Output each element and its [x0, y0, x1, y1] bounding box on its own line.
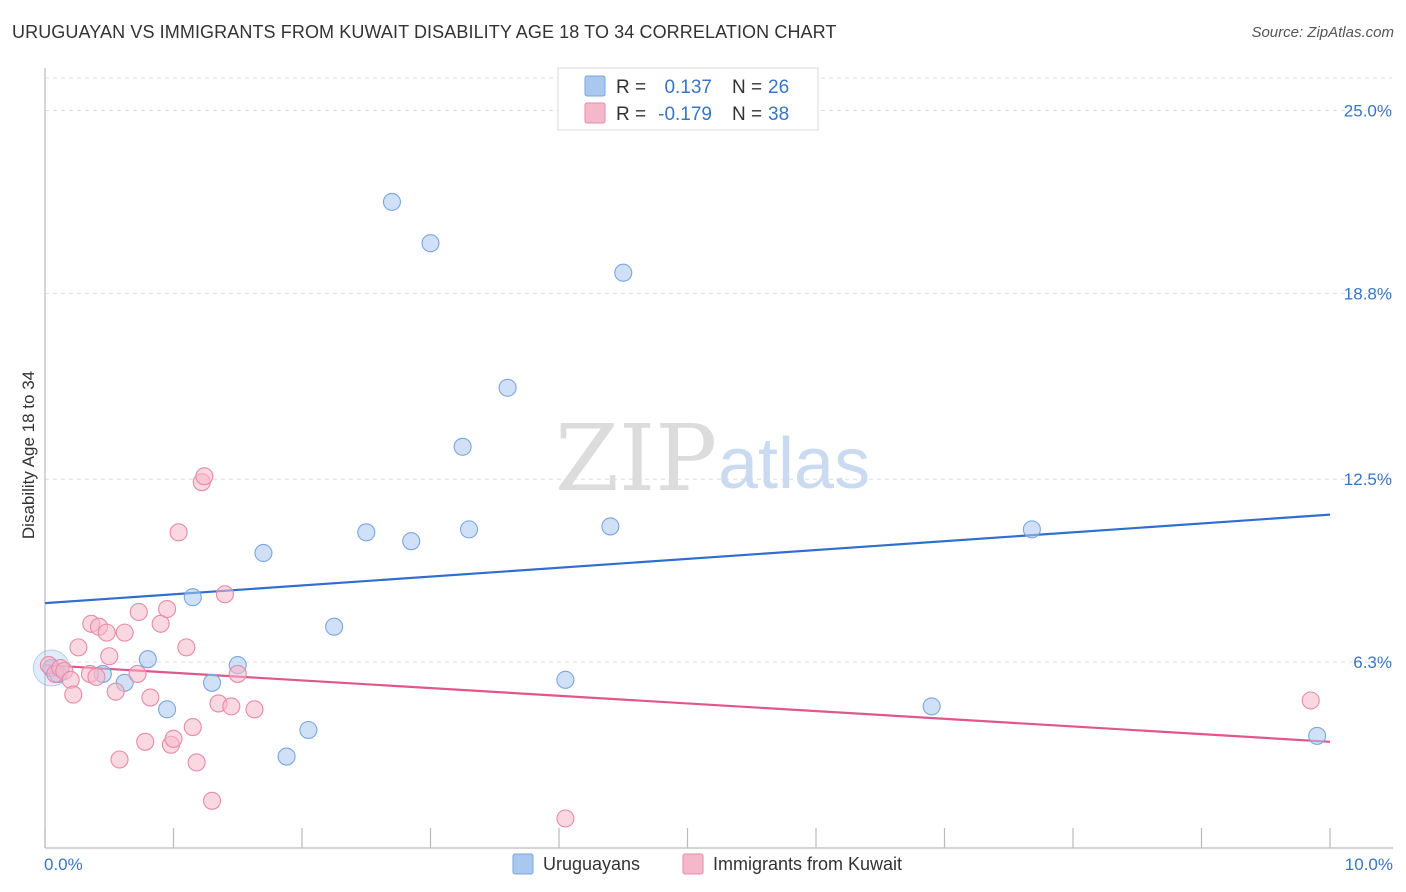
point-uruguayans: [1022, 520, 1041, 539]
point-uruguayans: [421, 234, 440, 253]
watermark-atlas: atlas: [718, 424, 870, 504]
y-tick-label: 25.0%: [1344, 101, 1392, 120]
legend-r-value: -0.179: [658, 104, 712, 125]
y-tick-label: 6.3%: [1353, 653, 1392, 672]
legend-n-label: N =: [732, 77, 762, 98]
point-uruguayans: [922, 697, 941, 716]
watermark-zip: ZIP: [555, 405, 717, 512]
point-kuwait: [195, 467, 214, 486]
point-uruguayans: [357, 523, 376, 542]
top-legend: R = 0.137 N = 26 R = -0.179 N = 38: [557, 67, 819, 131]
point-uruguayans: [556, 670, 575, 689]
point-kuwait: [115, 623, 134, 642]
y-tick-label: 18.8%: [1344, 284, 1392, 303]
point-uruguayans: [498, 378, 517, 397]
bottom-legend-swatch-kuwait: [682, 853, 704, 875]
point-uruguayans: [453, 437, 472, 456]
point-uruguayans: [1308, 726, 1327, 745]
point-kuwait: [169, 523, 188, 542]
legend-n-value: 38: [768, 104, 789, 125]
axes-layer: 25.0% 18.8% 12.5% 6.3% 0.0% 10.0%: [44, 68, 1393, 874]
legend-swatch-kuwait: [584, 102, 606, 124]
point-kuwait: [245, 700, 264, 719]
point-kuwait: [222, 697, 241, 716]
point-kuwait: [228, 664, 247, 683]
point-kuwait: [69, 638, 88, 657]
point-kuwait: [158, 599, 177, 619]
point-uruguayans: [158, 700, 177, 719]
point-uruguayans: [614, 263, 633, 282]
chart-title: URUGUAYAN VS IMMIGRANTS FROM KUWAIT DISA…: [12, 22, 837, 42]
point-uruguayans: [138, 650, 157, 669]
point-kuwait: [556, 809, 575, 828]
point-kuwait: [183, 717, 202, 737]
point-kuwait: [215, 585, 234, 604]
x-tick-label: 0.0%: [44, 855, 83, 874]
trend-line: [44, 513, 1331, 605]
point-uruguayans: [299, 720, 318, 740]
point-kuwait: [100, 647, 119, 666]
point-kuwait: [128, 664, 147, 683]
legend-n-value: 26: [768, 77, 789, 98]
bottom-legend-swatch-uruguayans: [512, 853, 534, 875]
point-uruguayans: [183, 588, 202, 607]
bottom-legend-uruguayans: Uruguayans: [543, 854, 640, 874]
point-uruguayans: [254, 543, 273, 563]
point-kuwait: [87, 667, 106, 686]
point-kuwait: [97, 623, 116, 642]
bottom-legend-kuwait: Immigrants from Kuwait: [713, 854, 902, 874]
point-uruguayans: [203, 673, 222, 692]
point-kuwait: [61, 670, 80, 689]
point-kuwait: [1301, 691, 1320, 710]
source-label: Source: ZipAtlas.com: [1251, 24, 1394, 41]
point-kuwait: [141, 688, 160, 707]
point-uruguayans: [601, 517, 620, 536]
point-kuwait: [136, 732, 155, 751]
point-uruguayans: [402, 532, 421, 551]
point-kuwait: [177, 638, 196, 657]
point-uruguayans: [459, 520, 479, 539]
legend-r-label: R =: [616, 104, 646, 125]
legend-r-label: R =: [616, 77, 646, 98]
legend-r-value: 0.137: [664, 77, 712, 98]
watermark: ZIP atlas: [555, 405, 870, 512]
grid-layer: [45, 77, 1392, 663]
y-tick-label: 12.5%: [1344, 470, 1392, 489]
point-uruguayans: [325, 617, 344, 636]
point-kuwait: [203, 791, 222, 810]
legend-swatch-uruguayans: [584, 75, 606, 97]
point-kuwait: [106, 682, 125, 701]
bottom-legend: Uruguayans Immigrants from Kuwait: [512, 853, 902, 875]
x-tick-label: 10.0%: [1345, 855, 1393, 874]
trend-line: [44, 663, 1331, 743]
point-kuwait: [110, 750, 129, 769]
point-uruguayans: [277, 747, 296, 766]
point-uruguayans: [382, 192, 402, 211]
point-kuwait: [164, 729, 183, 748]
trend-layer: [44, 513, 1331, 743]
point-kuwait: [64, 685, 83, 704]
point-kuwait: [129, 602, 148, 622]
legend-n-label: N =: [732, 104, 762, 125]
point-kuwait: [187, 753, 206, 772]
points-layer: [32, 192, 1327, 828]
y-axis-label: Disability Age 18 to 34: [19, 371, 38, 539]
